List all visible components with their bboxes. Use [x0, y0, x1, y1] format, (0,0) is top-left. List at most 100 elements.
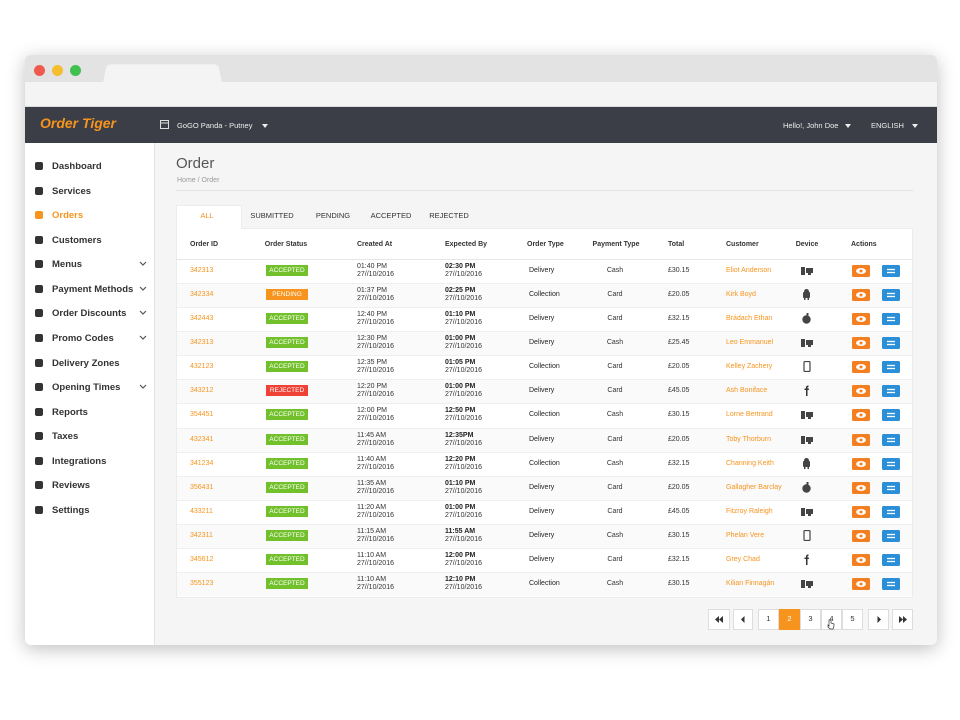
customer[interactable]: Eliot Anderson — [726, 267, 772, 274]
tab[interactable]: ALL — [200, 211, 214, 220]
order-id[interactable]: 341234 — [190, 459, 214, 467]
brand-logo[interactable]: Order Tiger — [40, 115, 116, 131]
window-maximize[interactable] — [70, 65, 81, 76]
customer[interactable]: Gallagher Barclay — [726, 483, 782, 491]
customer[interactable]: Grey Chad — [726, 555, 760, 563]
edit-button[interactable] — [882, 481, 900, 494]
menu-item[interactable]: Integrations — [52, 455, 107, 467]
customer[interactable]: Phelan Vere — [726, 531, 765, 539]
order-id[interactable]: 433211 — [190, 507, 213, 515]
language-menu[interactable]: ENGLISH — [871, 121, 904, 130]
page-box[interactable] — [758, 609, 779, 630]
edit-button[interactable] — [882, 529, 900, 542]
submenu-chevron[interactable] — [139, 335, 147, 341]
view-button[interactable] — [852, 433, 870, 446]
order-id[interactable]: 342334 — [190, 291, 214, 299]
edit-button[interactable] — [882, 578, 900, 591]
menu-item[interactable]: Settings — [52, 504, 90, 516]
order-id[interactable]: 432123 — [190, 363, 214, 371]
menu-item[interactable]: Opening Times — [52, 382, 121, 394]
page-number[interactable]: 3 — [808, 614, 813, 623]
edit-button[interactable] — [882, 265, 900, 277]
page-box[interactable] — [821, 609, 842, 630]
page-box[interactable] — [842, 609, 863, 630]
edit-button[interactable] — [882, 505, 900, 518]
view-button[interactable] — [852, 481, 870, 494]
tab[interactable]: PENDING — [315, 211, 351, 220]
edit-button[interactable] — [882, 553, 900, 566]
edit-button[interactable] — [882, 433, 900, 446]
order-id[interactable]: 342443 — [190, 315, 214, 323]
page-box[interactable] — [800, 609, 821, 630]
order-id[interactable]: 342313 — [190, 267, 214, 274]
edit-button[interactable] — [882, 385, 900, 398]
submenu-chevron[interactable] — [139, 384, 147, 390]
order-id[interactable]: 354451 — [190, 411, 214, 419]
order-id[interactable]: 342311 — [190, 531, 213, 539]
store-selector[interactable]: GoGO Panda - Putney — [177, 121, 253, 130]
menu-item[interactable]: Customers — [52, 234, 102, 246]
customer[interactable]: Kilian Finnagán — [726, 580, 775, 588]
user-menu[interactable]: Hello!, John Doe — [783, 121, 839, 130]
page-number[interactable]: 5 — [850, 614, 855, 623]
menu-item[interactable]: Services — [52, 185, 92, 197]
view-button[interactable] — [852, 505, 870, 518]
page-number[interactable]: 2 — [787, 614, 792, 623]
page-number[interactable]: 4 — [829, 614, 834, 623]
customer[interactable]: Fitzroy Raleigh — [726, 507, 773, 515]
window-minimize[interactable] — [52, 65, 63, 76]
menu-item[interactable]: Reviews — [52, 480, 91, 492]
tab[interactable]: REJECTED — [429, 211, 469, 220]
submenu-chevron[interactable] — [139, 310, 147, 316]
submenu-chevron[interactable] — [139, 286, 147, 292]
edit-button[interactable] — [882, 409, 900, 422]
edit-button[interactable] — [882, 457, 900, 470]
menu-item[interactable]: Delivery Zones — [52, 357, 120, 369]
view-button[interactable] — [852, 313, 870, 326]
customer[interactable]: Channing Keith — [726, 459, 774, 467]
edit-button[interactable] — [882, 361, 900, 374]
view-button[interactable] — [852, 337, 870, 350]
tab[interactable]: ACCEPTED — [370, 211, 412, 220]
customer[interactable]: Kelley Zachery — [726, 363, 773, 371]
created-time: 01:37 PM — [357, 287, 387, 295]
tab[interactable]: SUBMITTED — [250, 211, 294, 220]
view-button[interactable] — [852, 409, 870, 422]
customer[interactable]: Leo Emmanuel — [726, 339, 774, 347]
view-button[interactable] — [852, 289, 870, 302]
menu-item[interactable]: Taxes — [52, 431, 79, 443]
order-id[interactable]: 343212 — [190, 387, 214, 395]
view-button[interactable] — [852, 385, 870, 398]
order-id[interactable]: 432341 — [190, 435, 214, 443]
customer[interactable]: Ash Boniface — [726, 387, 768, 395]
page-number[interactable]: 1 — [766, 614, 771, 623]
view-button[interactable] — [852, 553, 870, 566]
menu-item[interactable]: Reports — [52, 406, 88, 418]
menu-item[interactable]: Order Discounts — [52, 308, 127, 320]
customer[interactable]: Toby Thorburn — [726, 435, 772, 443]
menu-item[interactable]: Promo Codes — [52, 332, 114, 344]
menu-item[interactable]: Menus — [52, 259, 83, 271]
menu-item[interactable]: Payment Methods — [52, 283, 134, 295]
page-box[interactable] — [779, 609, 800, 630]
menu-item[interactable]: Dashboard — [52, 161, 102, 172]
order-id[interactable]: 345612 — [190, 555, 214, 563]
menu-item[interactable]: Orders — [52, 210, 84, 222]
order-id[interactable]: 356431 — [190, 483, 214, 491]
view-button[interactable] — [852, 265, 870, 277]
submenu-chevron[interactable] — [139, 261, 147, 267]
customer[interactable]: Lorne Bertrand — [726, 411, 773, 419]
view-button[interactable] — [852, 361, 870, 374]
customer[interactable]: Kirk Boyd — [726, 291, 756, 299]
edit-button[interactable] — [882, 337, 900, 350]
view-button[interactable] — [852, 457, 870, 470]
window-close[interactable] — [34, 65, 45, 76]
browser-tab[interactable] — [103, 64, 222, 83]
edit-button[interactable] — [882, 289, 900, 302]
order-id[interactable]: 355123 — [190, 580, 214, 588]
view-button[interactable] — [852, 578, 870, 591]
customer[interactable]: Brádach Ethan — [726, 315, 773, 323]
view-button[interactable] — [852, 529, 870, 542]
order-id[interactable]: 342313 — [190, 339, 214, 347]
edit-button[interactable] — [882, 313, 900, 326]
